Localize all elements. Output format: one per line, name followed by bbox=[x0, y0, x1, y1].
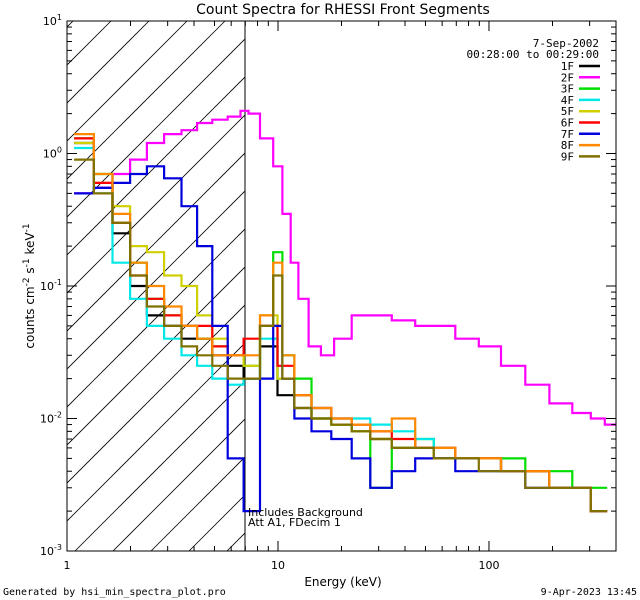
hatch-line bbox=[67, 266, 245, 446]
y-label-part-b: -2 bbox=[22, 277, 32, 286]
series-line-5F bbox=[74, 141, 608, 513]
hatch-line bbox=[67, 38, 245, 218]
hatch-line bbox=[67, 76, 245, 256]
date-label: 7-Sep-2002 bbox=[533, 37, 599, 50]
y-label-part-e: keV bbox=[23, 232, 37, 259]
x-axis: 1 10 100 bbox=[64, 21, 617, 572]
series-line-2F bbox=[74, 109, 616, 426]
x-tick-label: 100 bbox=[478, 559, 499, 572]
legend-label-6F: 6F bbox=[561, 117, 574, 130]
hatch-line bbox=[67, 21, 188, 142]
y-label-part-f: -1 bbox=[22, 223, 32, 232]
y-label-part-a: counts cm bbox=[23, 286, 37, 348]
hatch-line bbox=[67, 304, 245, 484]
legend-label-9F: 9F bbox=[561, 150, 574, 163]
series-line-4F bbox=[74, 146, 608, 513]
series-layer bbox=[74, 109, 616, 513]
series-line-1F bbox=[74, 141, 608, 513]
legend-label-8F: 8F bbox=[561, 139, 574, 152]
annotation-attenuator: Att A1, FDecim 1 bbox=[248, 516, 341, 529]
legend-label-5F: 5F bbox=[561, 105, 574, 118]
y-tick-label: 10-3 bbox=[40, 543, 62, 558]
x-axis-label: Energy (keV) bbox=[304, 575, 381, 589]
time-range-label: 00:28:00 to 00:29:00 bbox=[467, 48, 599, 61]
hatch-line bbox=[67, 21, 74, 28]
hatch-line bbox=[150, 456, 245, 551]
x-tick-label: 10 bbox=[271, 559, 285, 572]
y-tick-label: 10-2 bbox=[40, 411, 62, 426]
hatch-line bbox=[226, 532, 245, 551]
chart-title: Count Spectra for RHESSI Front Segments bbox=[196, 2, 490, 18]
annotation-background: Includes Background bbox=[248, 506, 363, 519]
legend-label-7F: 7F bbox=[561, 128, 574, 141]
legend-label-1F: 1F bbox=[561, 60, 574, 73]
y-label-part-c: s bbox=[23, 267, 37, 277]
hatch-line bbox=[112, 418, 245, 551]
legend-label-3F: 3F bbox=[561, 83, 574, 96]
series-line-8F bbox=[74, 133, 608, 513]
series-line-3F bbox=[74, 137, 608, 489]
legend-label-2F: 2F bbox=[561, 71, 574, 84]
footer-timestamp: 9-Apr-2023 13:45 bbox=[541, 587, 637, 598]
series-line-6F bbox=[74, 137, 608, 513]
hatch-line bbox=[74, 380, 245, 551]
hatch-line bbox=[67, 152, 245, 332]
y-tick-label: 101 bbox=[43, 13, 62, 28]
series-line-9F bbox=[74, 158, 608, 513]
y-label-part-d: -1 bbox=[22, 258, 32, 267]
y-axis: 10-3 10-2 10-1 100 101 bbox=[40, 13, 616, 558]
legend-label-4F: 4F bbox=[561, 94, 574, 107]
y-axis-label: counts cm-2 s-1 keV-1 bbox=[22, 223, 37, 348]
footer-generated-by: Generated by hsi_min_spectra_plot.pro bbox=[3, 587, 226, 598]
hatch-line bbox=[67, 190, 245, 370]
y-tick-label: 10-1 bbox=[40, 278, 62, 293]
y-tick-label: 100 bbox=[43, 146, 62, 161]
x-tick-label: 1 bbox=[64, 559, 71, 572]
hatch-line bbox=[67, 21, 226, 180]
hatch-line bbox=[67, 342, 245, 522]
